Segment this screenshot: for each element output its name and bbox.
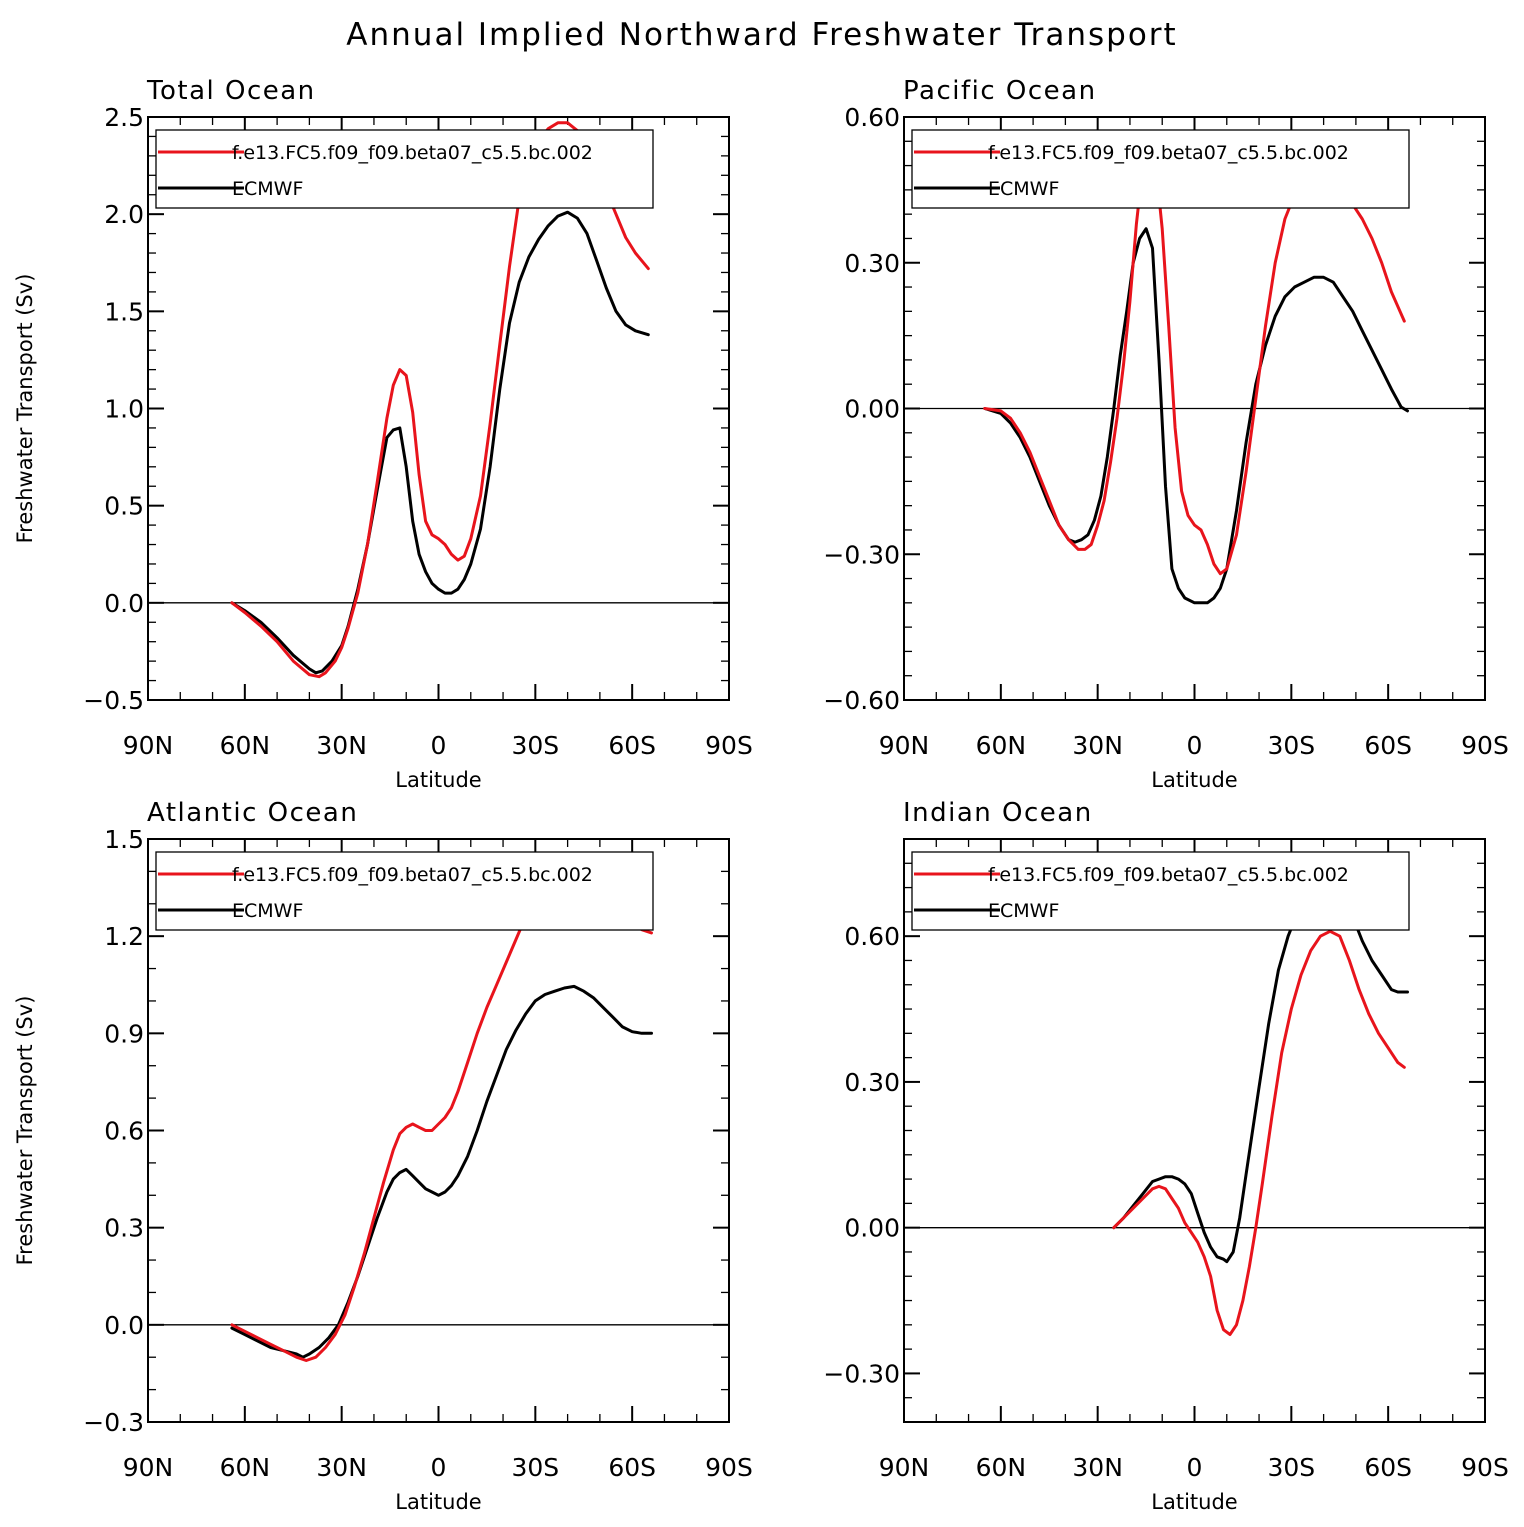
panel-title: Atlantic Ocean [147,798,358,828]
x-axis-label: Latitude [395,1490,481,1514]
x-tick-label: 90N [123,1453,174,1482]
y-tick-label: 0.00 [844,395,900,424]
legend-box [155,129,654,209]
x-tick-label: 30S [1267,731,1315,760]
legend-label: ECMWF [988,900,1059,922]
x-tick-label: 60S [1364,1453,1412,1482]
x-tick-label: 60N [220,1453,271,1482]
panel-pacific-ocean: Pacific Ocean −0.60 −0.30 0.00 0.30 0.60 90N 60… [823,76,1508,792]
y-tick-label: 1.5 [104,297,144,326]
series-line-ecmwf [230,984,653,1359]
y-tick-label: −0.30 [823,540,900,569]
legend-label: ECMWF [232,178,303,200]
x-axis-label: Latitude [1151,1490,1237,1514]
panel-total-ocean: Total Ocean −0.5 0.0 0.5 1.0 1.5 2.0 2.5 90N 60N 3… [13,76,753,792]
x-tick-label: 90N [879,731,930,760]
series-line-model [1112,929,1406,1336]
x-tick-label: 30S [511,1453,559,1482]
x-tick-label: 60N [976,731,1027,760]
x-tick-label: 90N [123,731,174,760]
y-tick-label: 0.60 [844,922,900,951]
x-tick-label: 30N [316,1453,367,1482]
y-tick-label: 0.5 [104,492,144,521]
y-tick-label: 2.0 [104,200,144,229]
x-tick-label: 30S [511,731,559,760]
y-tick-label: 1.2 [104,922,144,951]
x-tick-label: 60S [608,1453,656,1482]
legend-label: ECMWF [988,178,1059,200]
y-tick-label: 0.30 [844,249,900,278]
y-tick-label: −0.5 [83,686,144,715]
y-tick-label: 0.3 [104,1214,144,1243]
x-tick-label: 0 [431,731,447,760]
x-tick-label: 90N [879,1453,930,1482]
y-tick-label: 0.60 [844,103,900,132]
y-axis-label: Freshwater Transport (Sv) [13,274,37,544]
legend-label: ECMWF [232,900,303,922]
x-tick-label: 60N [976,1453,1027,1482]
y-tick-label: −0.3 [83,1408,144,1437]
y-tick-label: 0.6 [104,1117,144,1146]
legend: f.e13.FC5.f09_f09.beta07_c5.5.bc.002 ECMW… [911,129,1410,209]
x-tick-label: 0 [431,1453,447,1482]
x-tick-label: 30N [1072,731,1123,760]
legend: f.e13.FC5.f09_f09.beta07_c5.5.bc.002 ECMW… [155,129,654,209]
figure-title: Annual Implied Northward Freshwater Tran… [346,17,1177,53]
x-tick-label: 90S [1461,1453,1509,1482]
x-tick-label: 0 [1187,1453,1203,1482]
y-tick-label: 2.5 [104,103,144,132]
legend-label: f.e13.FC5.f09_f09.beta07_c5.5.bc.002 [988,864,1349,886]
legend-box [911,851,1410,931]
x-tick-label: 30N [316,731,367,760]
panel-title: Pacific Ocean [903,76,1097,106]
x-tick-label: 30S [1267,1453,1315,1482]
y-tick-label: 0.0 [104,589,144,618]
x-axis-label: Latitude [395,768,481,792]
y-tick-label: 1.5 [104,825,144,854]
y-axis-label: Freshwater Transport (Sv) [13,996,37,1266]
y-tick-label: −0.30 [823,1359,900,1388]
legend: f.e13.FC5.f09_f09.beta07_c5.5.bc.002 ECMW… [911,851,1410,931]
legend-label: f.e13.FC5.f09_f09.beta07_c5.5.bc.002 [988,142,1349,164]
panel-title: Indian Ocean [903,798,1093,828]
y-tick-label: 0.30 [844,1068,900,1097]
x-tick-label: 90S [705,1453,753,1482]
x-tick-label: 30N [1072,1453,1123,1482]
series-line-ecmwf [230,210,650,675]
series-line-model [983,149,1406,576]
y-tick-label: 1.0 [104,395,144,424]
x-tick-label: 60N [220,731,271,760]
x-tick-label: 60S [608,731,656,760]
x-tick-label: 90S [705,731,753,760]
y-tick-label: 0.9 [104,1019,144,1048]
legend: f.e13.FC5.f09_f09.beta07_c5.5.bc.002 ECMW… [155,851,654,931]
x-axis-label: Latitude [1151,768,1237,792]
x-tick-label: 90S [1461,731,1509,760]
panel-atlantic-ocean: Atlantic Ocean −0.3 0.0 0.3 0.6 0.9 1.2 1.5 90N 6… [13,798,753,1514]
legend-box [911,129,1410,209]
y-tick-label: 0.0 [104,1311,144,1340]
series-line-model [230,121,650,679]
series-line-model [230,869,653,1362]
legend-label: f.e13.FC5.f09_f09.beta07_c5.5.bc.002 [232,864,593,886]
x-tick-label: 0 [1187,731,1203,760]
legend-box [155,851,654,931]
legend-label: f.e13.FC5.f09_f09.beta07_c5.5.bc.002 [232,142,593,164]
y-tick-label: −0.60 [823,686,900,715]
y-tick-label: 0.00 [844,1214,900,1243]
x-tick-label: 60S [1364,731,1412,760]
panel-indian-ocean: Indian Ocean −0.30 0.00 0.30 0.60 90N 60N 30N 0 3… [823,798,1508,1514]
panel-title: Total Ocean [146,76,316,106]
series-line-ecmwf [983,227,1409,605]
